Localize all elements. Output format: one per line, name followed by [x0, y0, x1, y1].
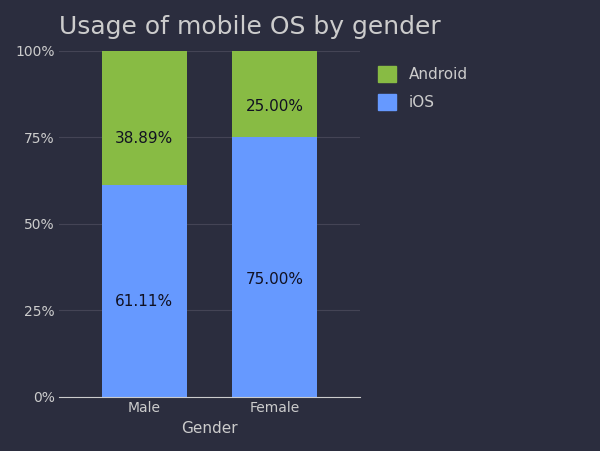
Text: Usage of mobile OS by gender: Usage of mobile OS by gender	[59, 15, 441, 39]
Legend: Android, iOS: Android, iOS	[370, 58, 475, 118]
Bar	[102, 51, 187, 185]
Text: 75.00%: 75.00%	[246, 272, 304, 287]
Bar	[232, 137, 317, 396]
Bar	[102, 185, 187, 396]
Text: 38.89%: 38.89%	[115, 131, 173, 146]
Text: 61.11%: 61.11%	[115, 294, 173, 309]
X-axis label: Gender: Gender	[181, 421, 238, 436]
Bar	[232, 51, 317, 137]
Text: 25.00%: 25.00%	[246, 99, 304, 115]
